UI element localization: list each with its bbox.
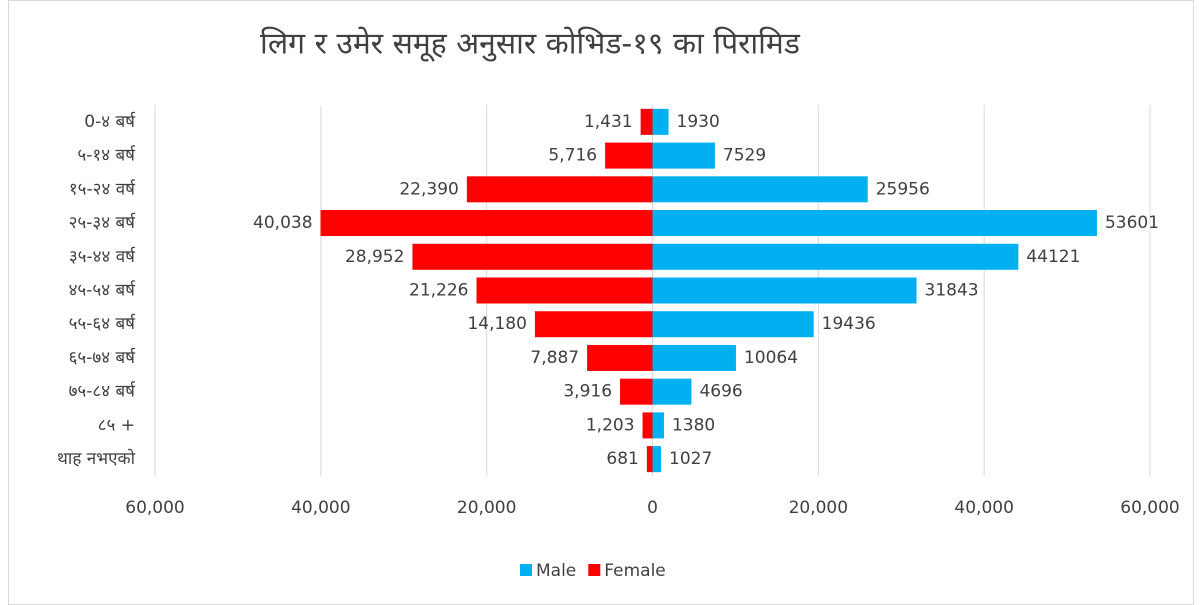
- data-label: 5,716: [548, 146, 597, 166]
- data-label: 44121: [1026, 247, 1080, 267]
- bar: [652, 108, 669, 135]
- y-tick-label: ७५-८४ बर्ष: [69, 381, 137, 402]
- bar: [652, 176, 868, 203]
- chart-title: लिग र उमेर समूह अनुसार कोभिड-१९ का पिराम…: [260, 27, 801, 63]
- y-tick-label: ६५-७४ बर्ष: [69, 347, 137, 368]
- data-label: 1,203: [586, 415, 635, 435]
- x-tick-label: 40,000: [954, 498, 1013, 518]
- data-label: 1380: [672, 415, 715, 435]
- data-label: 3,916: [563, 382, 612, 402]
- legend-label: Female: [604, 561, 665, 581]
- bar: [646, 446, 653, 473]
- x-tick-label: 0: [647, 498, 658, 518]
- bar: [652, 378, 692, 405]
- bar: [652, 210, 1097, 237]
- data-label: 1027: [669, 449, 712, 469]
- data-label: 19436: [822, 314, 876, 334]
- bar: [652, 344, 736, 371]
- bar: [640, 108, 653, 135]
- y-tick-label: ३५-४४ वर्ष: [69, 246, 136, 267]
- bar: [476, 277, 653, 304]
- y-tick-label: ५-१४ बर्ष: [77, 145, 136, 166]
- data-label: 21,226: [409, 281, 468, 301]
- data-label: 28,952: [345, 247, 404, 267]
- x-tick-label: 40,000: [291, 498, 350, 518]
- bar: [412, 243, 653, 270]
- x-tick-label: 20,000: [789, 498, 848, 518]
- y-tick-label: 0-४ बर्ष: [84, 111, 136, 132]
- bar: [605, 142, 653, 169]
- bar: [534, 311, 653, 338]
- bar: [652, 277, 917, 304]
- legend-swatch: [520, 564, 532, 576]
- x-tick-label: 60,000: [1120, 498, 1179, 518]
- bar: [620, 378, 653, 405]
- x-tick-label: 20,000: [457, 498, 516, 518]
- bar: [652, 311, 814, 338]
- data-label: 4696: [699, 382, 742, 402]
- data-label: 14,180: [467, 314, 526, 334]
- data-label: 7,887: [530, 348, 579, 368]
- data-label: 10064: [744, 348, 798, 368]
- data-label: 53601: [1105, 213, 1159, 233]
- x-tick-label: 60,000: [125, 498, 184, 518]
- data-label: 1,431: [584, 112, 633, 132]
- bar: [466, 176, 653, 203]
- bar: [652, 243, 1019, 270]
- y-tick-label: १५-२४ वर्ष: [69, 178, 136, 199]
- data-label: 681: [606, 449, 638, 469]
- bar: [320, 210, 653, 237]
- bar: [642, 412, 653, 439]
- legend-swatch: [588, 564, 601, 576]
- legend-label: Male: [536, 561, 576, 581]
- bar: [652, 142, 715, 169]
- bar: [652, 412, 664, 439]
- bar: [587, 344, 653, 371]
- data-label: 1930: [677, 112, 720, 132]
- data-label: 40,038: [253, 213, 312, 233]
- y-tick-label: ४५-५४ बर्ष: [69, 280, 137, 301]
- y-tick-label: थाह नभएको: [57, 448, 136, 469]
- y-tick-label: ५५-६४ बर्ष: [69, 313, 137, 334]
- data-label: 22,390: [399, 179, 458, 199]
- data-label: 25956: [876, 179, 930, 199]
- bar: [652, 446, 662, 473]
- data-label: 31843: [925, 281, 979, 301]
- y-tick-label: २५-३४ बर्ष: [69, 212, 137, 233]
- y-tick-label: ८५ +: [98, 415, 135, 435]
- data-label: 7529: [723, 146, 766, 166]
